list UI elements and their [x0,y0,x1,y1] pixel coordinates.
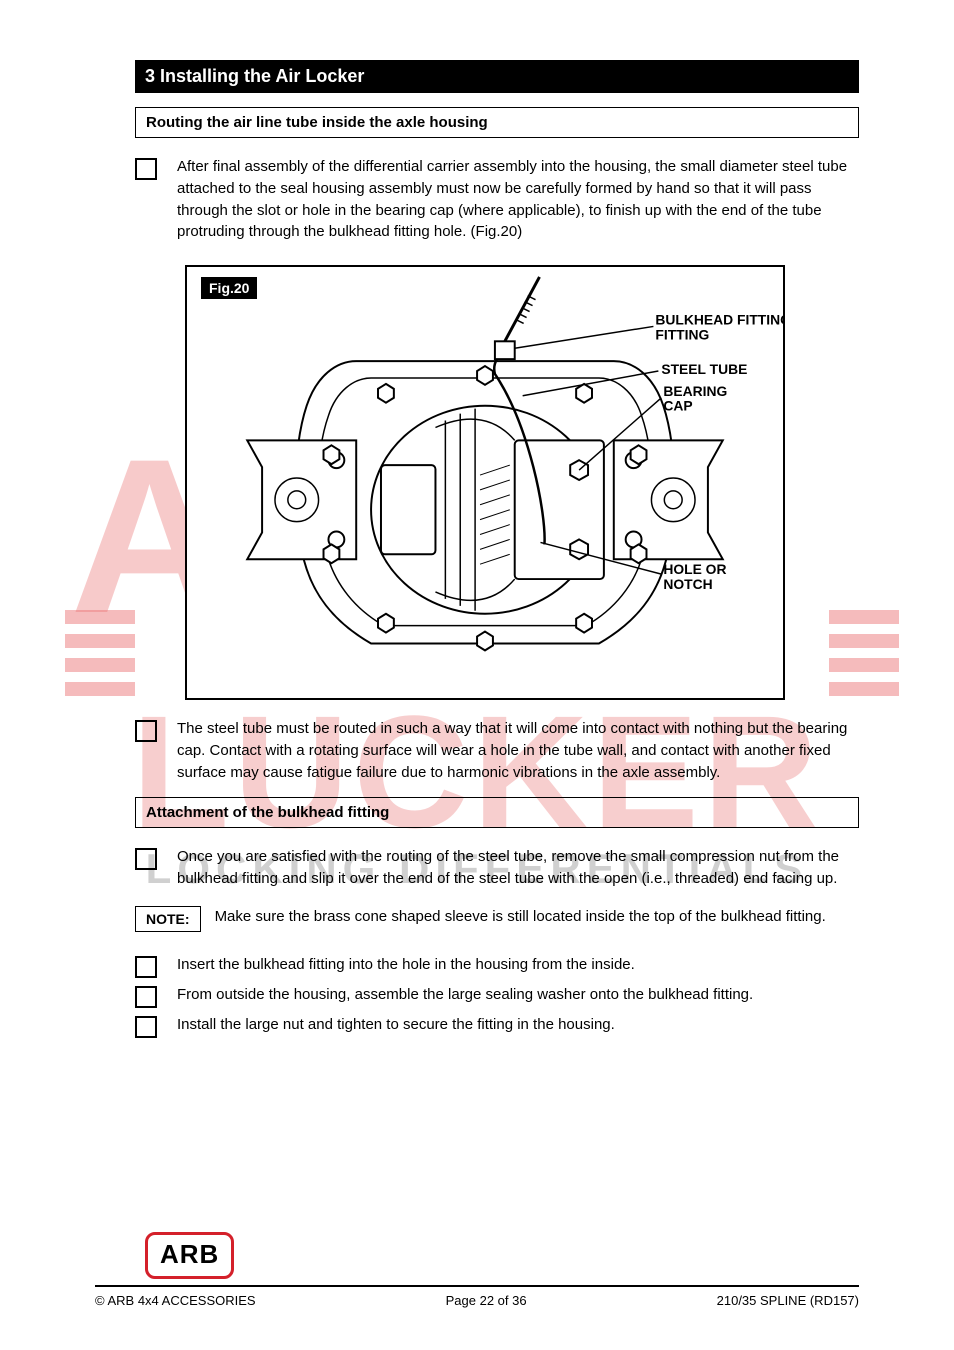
svg-text:CAP: CAP [663,398,692,414]
step-b-3: Install the large nut and tighten to sec… [177,1014,859,1036]
callout-hole: HOLE OR [663,561,726,577]
step-a-title: Routing the air line tube inside the axl… [135,107,859,138]
footer-right: 210/35 SPLINE (RD157) [717,1293,859,1308]
diagram-svg: BULKHEAD FITTING FITTING STEEL TUBE BEAR… [187,267,783,693]
step-a-text: After final assembly of the differential… [177,156,859,243]
checkbox[interactable] [135,986,157,1008]
tube-caution-text: The steel tube must be routed in such a … [177,718,859,783]
note-text: Make sure the brass cone shaped sleeve i… [215,906,859,928]
footer-left: © ARB 4x4 ACCESSORIES [95,1293,256,1308]
checkbox[interactable] [135,956,157,978]
section-header: 3 Installing the Air Locker [135,60,859,93]
figure-label: Fig.20 [201,277,257,299]
step-b-text: Once you are satisfied with the routing … [177,846,859,890]
arb-logo: ARB [145,1232,234,1279]
figure-20: Fig.20 [185,265,785,700]
checkbox[interactable] [135,720,157,742]
step-b-1: Insert the bulkhead fitting into the hol… [177,954,859,976]
checkbox[interactable] [135,1016,157,1038]
footer-center: Page 22 of 36 [446,1293,527,1308]
step-b-2: From outside the housing, assemble the l… [177,984,859,1006]
callout-steel: STEEL TUBE [661,361,747,377]
callout-bearing: BEARING [663,383,727,399]
page-footer: ARB © ARB 4x4 ACCESSORIES Page 22 of 36 … [95,1232,859,1308]
note-label: NOTE: [135,906,201,932]
checkbox[interactable] [135,158,157,180]
svg-text:FITTING: FITTING [655,326,709,342]
step-b-title: Attachment of the bulkhead fitting [135,797,859,828]
svg-text:NOTCH: NOTCH [663,576,712,592]
checkbox[interactable] [135,848,157,870]
callout-bulkhead: BULKHEAD FITTING [655,311,783,327]
